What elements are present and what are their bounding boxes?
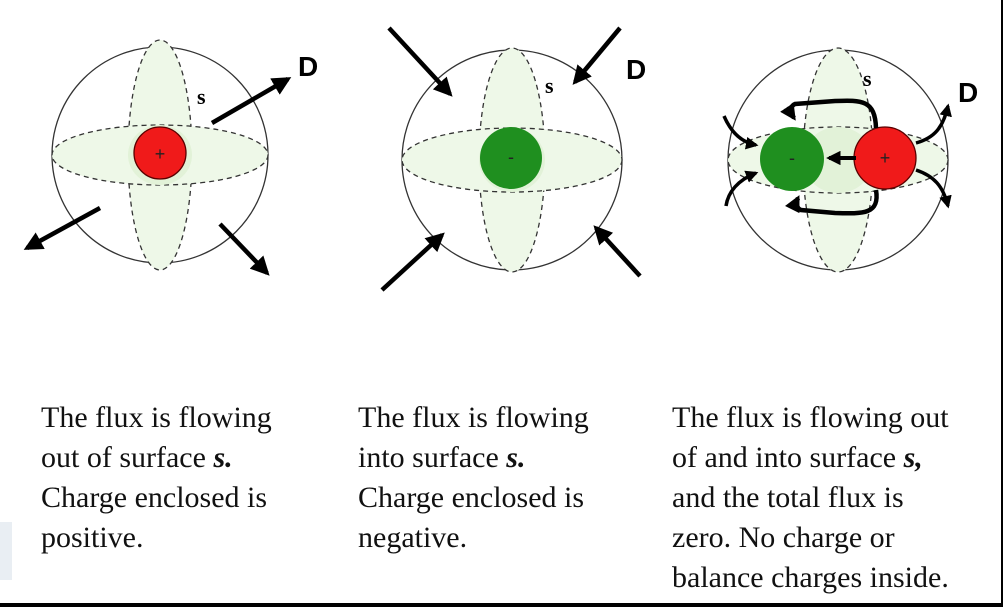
caption-line: and the total flux is (672, 481, 904, 514)
positive-charge: + (133, 126, 187, 180)
surface-label-s: s (197, 84, 206, 109)
svg-text:-: - (508, 147, 514, 167)
caption-line: out of surface s. (41, 441, 233, 474)
caption-line: Charge enclosed is (41, 481, 268, 514)
dipole-positive-charge: + (853, 126, 917, 190)
caption-line: balance charges inside. (672, 561, 949, 594)
flux-arrows-out (23, 77, 292, 276)
gauss-law-diagram: + s D - s D (23, 26, 978, 292)
surface-symbol: s, (903, 441, 923, 474)
surface-label-s: s (545, 73, 554, 98)
caption-line: negative. (358, 521, 468, 554)
caption-line: Charge enclosed is (358, 481, 585, 514)
field-label-d: D (958, 77, 978, 108)
caption-line: The flux is flowing (41, 401, 272, 434)
edge-logo-fragment (0, 522, 12, 580)
field-label-d: D (626, 54, 646, 85)
caption-line: The flux is flowing (358, 401, 589, 434)
caption-positive: The flux is flowing out of surface s. Ch… (41, 398, 272, 558)
caption-line: positive. (41, 521, 144, 554)
caption-dipole: The flux is flowing out of and into surf… (672, 398, 949, 598)
negative-charge: - (480, 127, 542, 189)
caption-line: The flux is flowing out (672, 401, 949, 434)
surface-symbol: s. (213, 441, 233, 474)
flux-arrows-in (380, 26, 642, 292)
caption-negative: The flux is flowing into surface s. Char… (358, 398, 589, 558)
caption-line: into surface s. (358, 441, 526, 474)
dipole-flux-lines (722, 98, 952, 216)
svg-text:+: + (155, 144, 166, 164)
caption-line: of and into surface s, (672, 441, 923, 474)
svg-text:+: + (880, 148, 891, 168)
svg-text:-: - (789, 148, 795, 168)
dipole-negative-charge: - (760, 127, 824, 191)
surface-label-s: s (863, 66, 872, 91)
field-label-d: D (298, 51, 318, 82)
surface-symbol: s. (506, 441, 526, 474)
caption-line: zero. No charge or (672, 521, 895, 554)
